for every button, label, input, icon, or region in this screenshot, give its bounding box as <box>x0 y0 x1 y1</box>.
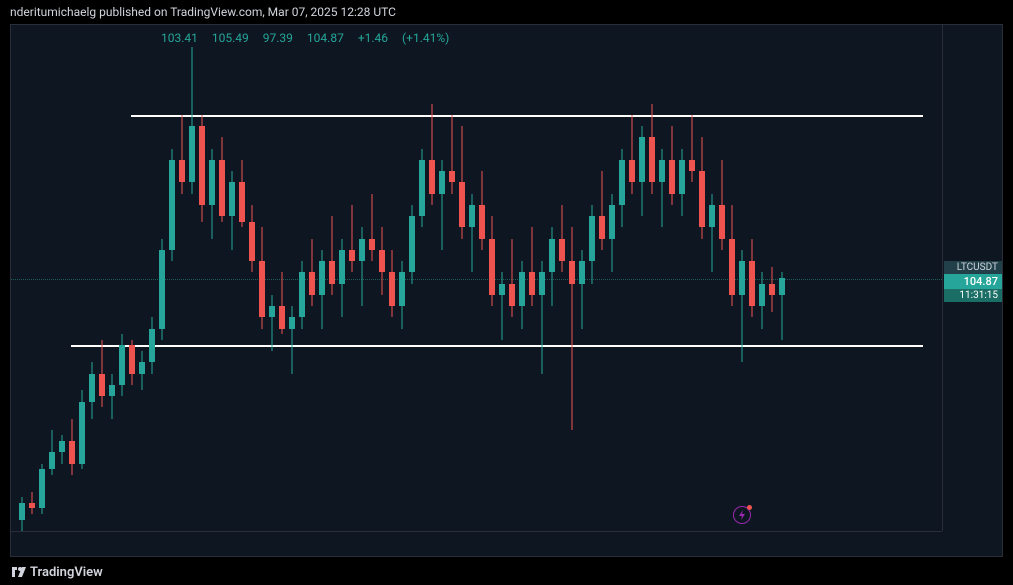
ohlc-change-pct: (+1.41%) <box>402 31 449 45</box>
resistance-line[interactable] <box>131 115 923 117</box>
ohlc-low: 97.39 <box>263 31 293 45</box>
tradingview-logo-icon <box>10 564 26 580</box>
ohlc-open: 103.41 <box>161 31 198 45</box>
chart-area[interactable]: 103.41 105.49 97.39 104.87 +1.46 (+1.41%… <box>11 25 942 531</box>
snapshot-icon[interactable] <box>733 506 751 524</box>
publish-text: nderitumichaelg published on TradingView… <box>10 5 396 19</box>
ohlc-close: 104.87 <box>307 31 344 45</box>
footer: TradingView <box>0 559 1013 585</box>
publish-header: nderitumichaelg published on TradingView… <box>0 0 1013 24</box>
ohlc-change: +1.46 <box>358 31 388 45</box>
price-label-symbol: LTCUSDT <box>944 261 1002 274</box>
chart-container: 103.41 105.49 97.39 104.87 +1.46 (+1.41%… <box>10 24 1003 557</box>
support-line[interactable] <box>71 345 923 347</box>
ohlc-legend: 103.41 105.49 97.39 104.87 +1.46 (+1.41%… <box>161 31 449 45</box>
ohlc-high: 105.49 <box>212 31 249 45</box>
time-scale[interactable] <box>11 531 942 556</box>
price-scale[interactable]: LTCUSDT 104.87 11:31:15 <box>942 25 1002 531</box>
price-label-countdown: 11:31:15 <box>944 289 1002 302</box>
current-price-line <box>11 279 942 280</box>
current-price-label: LTCUSDT 104.87 11:31:15 <box>944 261 1002 302</box>
footer-brand: TradingView <box>30 565 103 580</box>
price-label-price: 104.87 <box>944 274 1002 289</box>
